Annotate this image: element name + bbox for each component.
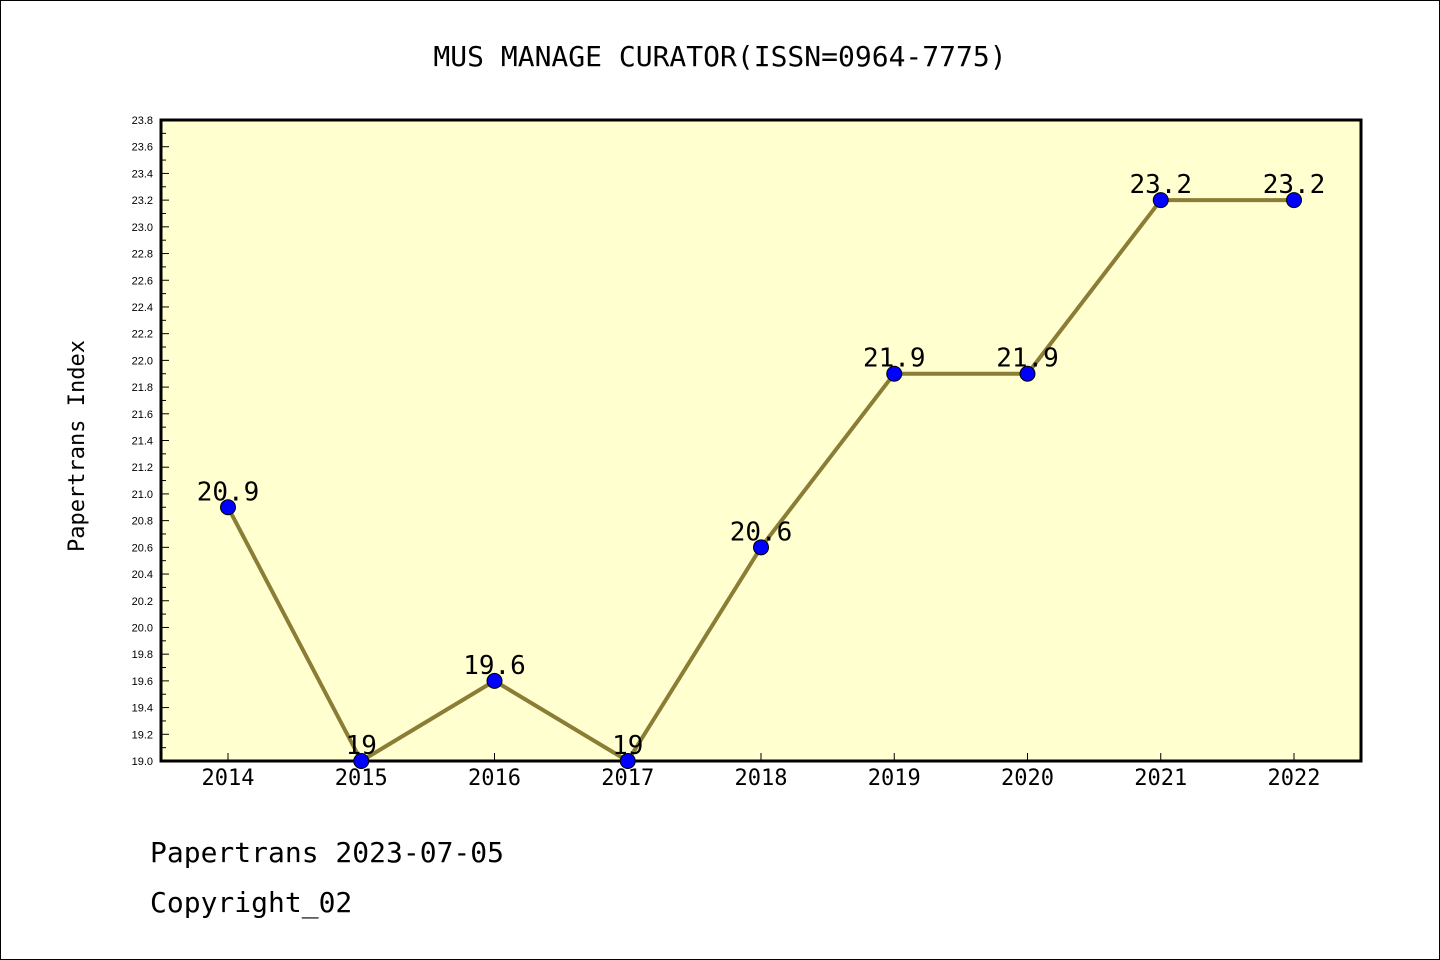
y-tick-label: 20.4 [132, 569, 153, 581]
y-tick-label: 20.0 [132, 622, 153, 634]
chart-title: MUS MANAGE CURATOR(ISSN=0964-7775) [433, 40, 1006, 73]
y-axis-label: Papertrans Index [65, 340, 90, 552]
y-tick-label: 19.2 [132, 729, 153, 741]
data-point [753, 539, 769, 556]
data-point [353, 753, 370, 769]
y-tick-label: 22.4 [132, 302, 153, 314]
y-tick-label: 21.0 [132, 489, 153, 501]
y-axis: 19.0 19.2 19.4 19.6 19.8 20.0 20.2 20.4 20.6 20.8… [132, 115, 169, 768]
y-tick-label: 19.0 [132, 756, 153, 768]
y-tick-label: 23.8 [132, 115, 153, 127]
data-point [619, 753, 636, 769]
y-tick-label: 20.6 [132, 542, 153, 554]
y-tick-label: 19.6 [132, 676, 153, 688]
footer-date: Papertrans 2023-07-05 [150, 836, 505, 869]
footer-copyright: Copyright_02 [150, 886, 353, 919]
y-tick-label: 21.8 [132, 382, 153, 394]
data-point [886, 365, 903, 382]
y-tick-label: 19.4 [132, 703, 153, 715]
y-tick-label: 20.8 [132, 516, 153, 528]
y-tick-label: 22.8 [132, 249, 153, 261]
x-tick-label: 2016 [468, 766, 521, 791]
x-tick-label: 2020 [1001, 766, 1054, 791]
y-tick-label: 21.4 [132, 436, 153, 448]
x-tick-label: 2019 [868, 766, 921, 791]
y-tick-label: 21.6 [132, 409, 153, 421]
data-point [1286, 192, 1302, 209]
data-point [1019, 365, 1036, 382]
y-tick-label: 20.2 [132, 596, 153, 608]
y-tick-label: 22.2 [132, 329, 153, 341]
x-tick-label: 2021 [1134, 766, 1187, 791]
x-tick-label: 2022 [1268, 766, 1321, 791]
x-tick-label: 2014 [202, 766, 255, 791]
y-tick-label: 23.2 [132, 195, 153, 207]
x-tick-label: 2015 [335, 766, 388, 791]
y-tick-label: 22.6 [132, 275, 153, 287]
x-axis: 2014 2015 2016 2017 2018 2019 2020 2021 2022 [202, 753, 1321, 791]
y-tick-label: 23.0 [132, 222, 153, 234]
data-point [220, 499, 236, 516]
y-tick-label: 21.2 [132, 462, 153, 474]
plot-area [159, 118, 1363, 763]
y-tick-label: 19.8 [132, 649, 153, 661]
y-tick-label: 23.6 [132, 142, 153, 154]
x-tick-label: 2017 [601, 766, 654, 791]
x-tick-label: 2018 [735, 766, 788, 791]
data-point [486, 672, 503, 689]
y-tick-label: 22.0 [132, 355, 153, 367]
data-point [1152, 192, 1169, 209]
y-tick-label: 23.4 [132, 168, 153, 180]
